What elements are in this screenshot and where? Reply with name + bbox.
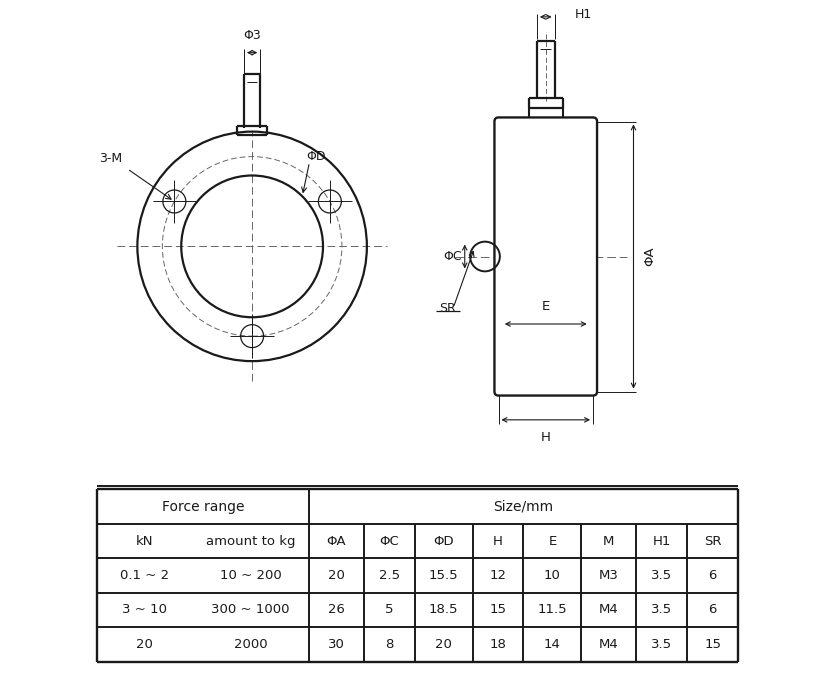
Text: ΦD: ΦD (306, 151, 326, 163)
Text: H: H (493, 535, 503, 547)
Text: ΦD: ΦD (433, 535, 454, 547)
Text: M: M (603, 535, 615, 547)
Text: SR: SR (439, 302, 456, 315)
Text: 3.5: 3.5 (651, 603, 672, 616)
Text: E: E (549, 535, 556, 547)
Text: 5: 5 (385, 603, 393, 616)
Text: 3.5: 3.5 (651, 638, 672, 651)
Text: M3: M3 (599, 569, 619, 582)
Text: Force range: Force range (161, 500, 244, 514)
Text: 10 ~ 200: 10 ~ 200 (220, 569, 281, 582)
Text: 15: 15 (489, 603, 507, 616)
Text: 18: 18 (489, 638, 507, 651)
Text: ΦA: ΦA (643, 246, 656, 267)
Text: Φ3: Φ3 (243, 29, 261, 42)
Text: SR: SR (704, 535, 721, 547)
Text: M4: M4 (599, 603, 619, 616)
Text: ΦC: ΦC (443, 250, 462, 263)
Text: H1: H1 (574, 7, 592, 21)
Text: Size/mm: Size/mm (493, 500, 554, 514)
FancyBboxPatch shape (494, 117, 597, 396)
Text: 0.1 ~ 2: 0.1 ~ 2 (120, 569, 170, 582)
Text: M4: M4 (599, 638, 619, 651)
Text: 15.5: 15.5 (429, 569, 458, 582)
Text: 26: 26 (328, 603, 345, 616)
Text: kN: kN (136, 535, 154, 547)
Text: 12: 12 (489, 569, 507, 582)
Text: 6: 6 (709, 603, 717, 616)
Text: 3-M: 3-M (99, 153, 123, 165)
Text: 20: 20 (136, 638, 153, 651)
Text: H: H (541, 431, 551, 443)
Text: 2.5: 2.5 (379, 569, 400, 582)
Text: 15: 15 (704, 638, 721, 651)
Text: amount to kg: amount to kg (205, 535, 296, 547)
Text: E: E (542, 300, 550, 313)
Text: 20: 20 (328, 569, 345, 582)
Text: 3 ~ 10: 3 ~ 10 (122, 603, 167, 616)
Text: ΦA: ΦA (326, 535, 346, 547)
Text: 3.5: 3.5 (651, 569, 672, 582)
Text: 18.5: 18.5 (429, 603, 458, 616)
Text: 30: 30 (328, 638, 345, 651)
Text: H1: H1 (653, 535, 671, 547)
Text: 2000: 2000 (234, 638, 267, 651)
Text: 20: 20 (435, 638, 452, 651)
Text: 300 ~ 1000: 300 ~ 1000 (211, 603, 290, 616)
Text: 11.5: 11.5 (538, 603, 567, 616)
Text: 10: 10 (544, 569, 561, 582)
Text: 6: 6 (709, 569, 717, 582)
Text: 14: 14 (544, 638, 561, 651)
Text: ΦC: ΦC (379, 535, 399, 547)
Text: 8: 8 (385, 638, 393, 651)
